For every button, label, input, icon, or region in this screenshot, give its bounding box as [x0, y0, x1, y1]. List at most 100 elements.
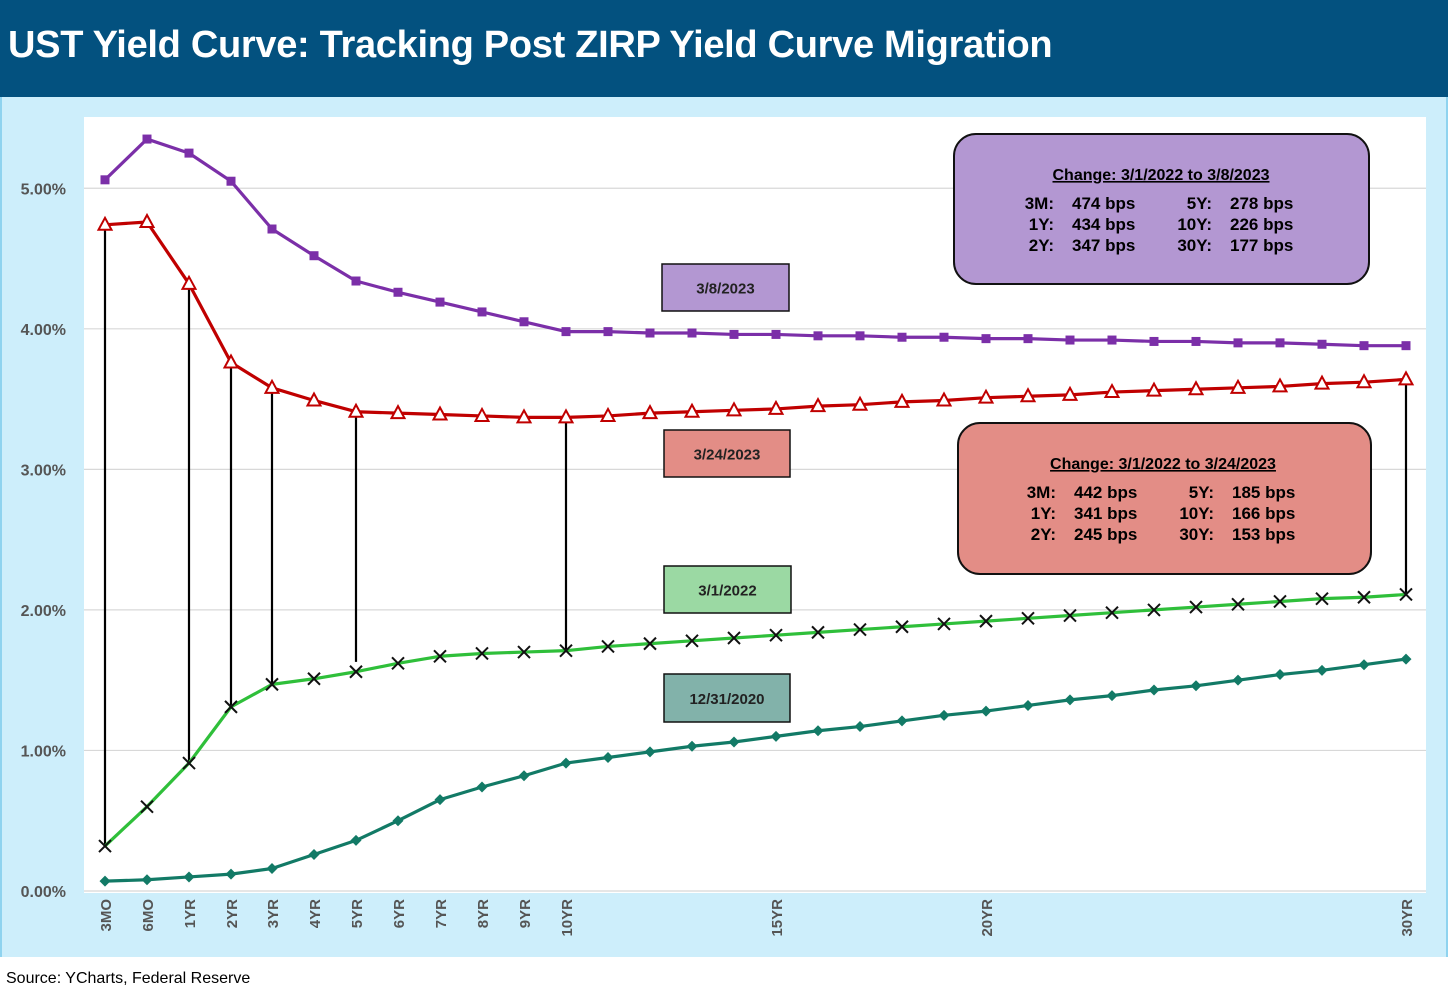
data-point: [1399, 587, 1413, 602]
data-point: [725, 401, 743, 417]
data-point: [477, 307, 487, 317]
data-point: [557, 408, 575, 424]
x-tick-label: 15YR: [769, 899, 786, 937]
annotation-cell: 3M:: [1027, 483, 1056, 502]
data-point: [183, 871, 195, 883]
annotation-box-purple: Change: 3/1/2022 to 3/8/2023 3M: 474 bps…: [953, 133, 1370, 285]
series-label: 3/24/2023: [694, 447, 761, 464]
data-point: [896, 715, 908, 727]
data-point: [1021, 611, 1035, 626]
series-label: 3/8/2023: [696, 281, 754, 298]
series-label: 3/1/2022: [698, 583, 756, 600]
x-tick-label: 6MO: [140, 899, 157, 932]
data-point: [1233, 338, 1243, 348]
data-point: [1397, 370, 1415, 386]
data-point: [350, 834, 362, 846]
y-tick-label: 5.00%: [21, 181, 66, 198]
data-point: [1147, 603, 1161, 617]
data-point: [771, 329, 781, 339]
x-tick-label: 1YR: [182, 899, 199, 928]
data-point: [1145, 381, 1163, 397]
data-point: [98, 839, 112, 853]
data-point: [728, 736, 740, 748]
data-point: [811, 625, 825, 640]
data-point: [937, 617, 951, 631]
data-point: [1273, 594, 1287, 609]
data-point: [1189, 600, 1203, 614]
series-3: [99, 653, 1412, 887]
data-point: [142, 134, 152, 144]
data-point: [96, 215, 114, 231]
series-label-box: 3/8/2023: [661, 263, 790, 312]
x-tick-label: 30YR: [1399, 899, 1416, 937]
series-lines: [96, 134, 1415, 887]
y-tick-label: 1.00%: [21, 743, 66, 760]
y-tick-label: 0.00%: [21, 884, 66, 901]
data-point: [391, 656, 405, 671]
data-point: [729, 329, 739, 339]
annotation-cell: 10Y:: [1177, 215, 1212, 234]
annotation-rows: 3M: 442 bps 5Y: 185 bps 1Y: 341 bps 10Y:…: [1027, 483, 1296, 544]
data-point: [559, 643, 573, 658]
data-point: [266, 863, 278, 875]
annotation-cell: 5Y:: [1189, 483, 1214, 502]
annotation-cell: 245 bps: [1074, 525, 1137, 544]
data-point: [263, 378, 281, 394]
y-tick-label: 3.00%: [21, 462, 66, 479]
x-tick-label: 10YR: [559, 899, 576, 937]
x-tick-label: 5YR: [349, 899, 366, 928]
series-line: [103, 592, 1407, 848]
data-point: [224, 700, 238, 714]
x-axis-ticks: 3MO 6MO 1YR 2YR 3YR 4YR 5YR 6YR 7YR 8YR 9YR 10YR 15Y…: [98, 899, 1416, 937]
data-point: [141, 874, 153, 886]
annotation-cell: 278 bps: [1230, 194, 1293, 213]
annotation-cell: 341 bps: [1074, 504, 1137, 523]
data-point: [980, 705, 992, 717]
data-point: [1187, 380, 1205, 396]
x-tick-label: 9YR: [517, 899, 534, 928]
data-point: [1400, 653, 1412, 665]
title-bar: UST Yield Curve: Tracking Post ZIRP Yiel…: [0, 0, 1448, 97]
data-point: [1229, 378, 1247, 394]
series-label-box: 12/31/2020: [663, 673, 791, 723]
series-label-box: 3/24/2023: [663, 429, 791, 478]
series-labels: 3/8/2023 3/24/2023 3/1/2022 12/31/2020: [661, 263, 792, 723]
data-point: [601, 639, 615, 654]
yield-curve-chart: 0.00% 1.00% 2.00% 3.00% 4.00% 5.00% 3MO 6MO 1YR…: [21, 117, 1426, 937]
data-point: [813, 331, 823, 341]
data-point: [1355, 373, 1373, 389]
data-point: [392, 815, 404, 827]
data-point: [308, 848, 320, 860]
data-point: [685, 634, 699, 648]
data-point: [225, 868, 237, 880]
data-point: [1271, 377, 1289, 393]
data-point: [1023, 334, 1033, 344]
data-point: [1022, 699, 1034, 711]
data-point: [645, 328, 655, 338]
data-point: [1274, 669, 1286, 681]
connector-lines: [103, 224, 1408, 847]
x-tick-label: 3MO: [98, 899, 115, 932]
annotation-cell: 30Y:: [1179, 525, 1214, 544]
data-point: [599, 406, 617, 422]
data-point: [180, 274, 198, 290]
annotation-cell: 10Y:: [1179, 504, 1214, 523]
data-point: [267, 224, 277, 234]
data-point: [517, 645, 531, 659]
y-tick-label: 4.00%: [21, 322, 66, 339]
data-point: [1105, 606, 1119, 620]
data-point: [854, 721, 866, 733]
data-point: [99, 875, 111, 887]
data-point: [265, 677, 279, 692]
data-point: [727, 631, 741, 645]
annotation-cell: 226 bps: [1230, 215, 1293, 234]
data-point: [809, 397, 827, 413]
annotation-cell: 185 bps: [1232, 483, 1295, 502]
data-point: [476, 781, 488, 793]
y-tick-label: 2.00%: [21, 603, 66, 620]
data-point: [1148, 684, 1160, 696]
series-line: [104, 657, 1407, 883]
x-tick-label: 20YR: [979, 899, 996, 937]
data-point: [435, 297, 445, 307]
data-point: [767, 399, 785, 415]
